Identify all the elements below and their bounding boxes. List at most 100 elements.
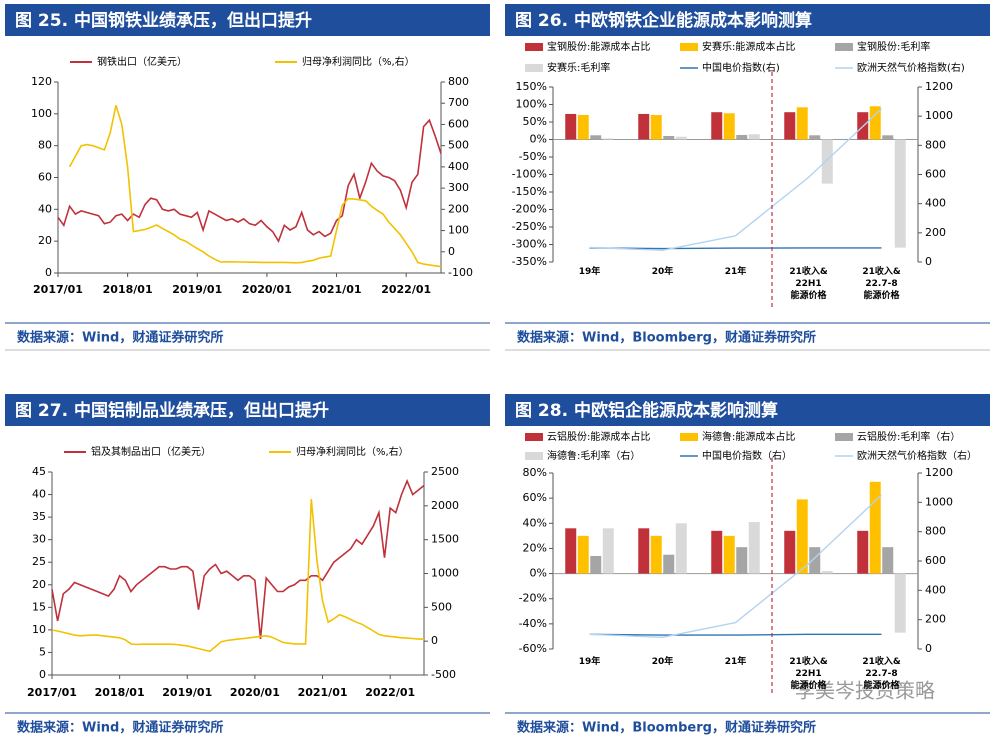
- y-tick-label: 40%: [523, 516, 547, 529]
- bar: [882, 135, 894, 140]
- legend-swatch: [680, 43, 698, 51]
- y-tick-label: 15: [32, 600, 46, 613]
- bar: [894, 573, 906, 633]
- panel-title: 图 25. 中国钢铁业绩承压，但出口提升: [15, 10, 312, 31]
- y2-tick-label: 600: [925, 554, 946, 567]
- x-tick-label: 2022/01: [381, 283, 431, 296]
- series-line: [589, 633, 882, 636]
- bar: [565, 528, 577, 574]
- bar: [663, 554, 675, 574]
- y2-tick-label: 1200: [925, 466, 953, 479]
- x-tick-label: 2017/01: [33, 283, 83, 296]
- y-tick-label: 25: [32, 555, 46, 568]
- bar: [711, 530, 723, 574]
- x-tick-label: 2022/01: [365, 686, 415, 699]
- bar: [821, 139, 833, 184]
- y2-tick-label: 200: [448, 202, 469, 215]
- x-tick-label: 2020/01: [242, 283, 292, 296]
- series-line: [68, 105, 442, 268]
- legend-label: 钢铁出口（亿美元）: [97, 55, 187, 68]
- bar: [882, 547, 894, 574]
- header-bar: [505, 4, 990, 36]
- bar: [869, 481, 881, 574]
- x-tick-label: 20年: [651, 657, 674, 667]
- bar: [857, 530, 869, 574]
- header-bar: [5, 394, 490, 426]
- y-tick-label: 0: [39, 668, 46, 681]
- bar: [736, 547, 748, 574]
- legend-swatch: [835, 433, 853, 441]
- y2-tick-label: 800: [925, 525, 946, 538]
- bar: [809, 135, 821, 140]
- x-tick-label: 21年: [724, 657, 747, 667]
- x-tick-label: 2021/01: [312, 283, 362, 296]
- x-tick-label: 2019/01: [172, 283, 222, 296]
- source-note: 数据来源：Wind，Bloomberg，财通证券研究所: [517, 330, 816, 346]
- legend-label: 云铝股份:能源成本占比: [547, 430, 650, 443]
- legend-label: 安赛乐:能源成本占比: [702, 40, 795, 53]
- legend-label: 中国电价指数(右): [702, 61, 780, 74]
- legend-label: 欧洲天然气价格指数(右): [857, 61, 965, 74]
- bar: [723, 535, 735, 574]
- y2-tick-label: -100: [448, 266, 473, 279]
- y2-tick-label: 1200: [925, 80, 953, 93]
- legend-swatch: [525, 452, 543, 460]
- y2-tick-label: 2000: [431, 499, 459, 512]
- y2-tick-label: 600: [925, 168, 946, 181]
- y2-tick-label: 400: [448, 160, 469, 173]
- y2-tick-label: 400: [925, 197, 946, 210]
- header-bar: [505, 394, 990, 426]
- bar: [638, 113, 650, 140]
- x-tick-label: 20年: [651, 267, 674, 277]
- panel-title: 图 26. 中欧钢铁企业能源成本影响测算: [515, 10, 812, 31]
- y-tick-label: -250%: [512, 220, 547, 233]
- y2-tick-label: -500: [431, 668, 456, 681]
- bar: [577, 115, 589, 140]
- y-tick-label: 50%: [523, 115, 547, 128]
- watermark: 李美岑投资策略: [795, 679, 935, 703]
- y-tick-label: -300%: [512, 238, 547, 251]
- legend-label: 宝钢股份:能源成本占比: [547, 40, 650, 53]
- bar: [663, 136, 675, 140]
- y-tick-label: 0: [45, 266, 52, 279]
- y-tick-label: 80%: [523, 466, 547, 479]
- series-line: [51, 478, 425, 639]
- source-note: 数据来源：Wind，财通证券研究所: [17, 720, 223, 736]
- x-tick-label: 19年: [578, 267, 601, 277]
- y-tick-label: 60: [38, 171, 52, 184]
- bar: [711, 112, 723, 140]
- y-tick-label: 5: [39, 645, 46, 658]
- y-tick-label: -50%: [519, 150, 547, 163]
- y2-tick-label: 0: [448, 245, 455, 258]
- legend-label: 中国电价指数（右）: [702, 449, 792, 462]
- y-tick-label: 80: [38, 139, 52, 152]
- y-tick-label: -350%: [512, 255, 547, 268]
- x-tick-label: 2018/01: [95, 686, 145, 699]
- y2-tick-label: 1500: [431, 533, 459, 546]
- bar: [821, 571, 833, 574]
- y-tick-label: 0%: [530, 133, 547, 146]
- y2-tick-label: 0: [431, 634, 438, 647]
- bar: [675, 136, 687, 140]
- legend-label: 欧洲天然气价格指数（右）: [857, 449, 977, 462]
- bar: [650, 535, 662, 574]
- y-tick-label: -20%: [519, 592, 547, 605]
- y2-tick-label: 700: [448, 96, 469, 109]
- bar: [736, 134, 748, 140]
- legend-swatch: [835, 43, 853, 51]
- y2-tick-label: 500: [448, 139, 469, 152]
- header-bar: [5, 4, 490, 36]
- bar: [796, 107, 808, 140]
- bar: [723, 113, 735, 140]
- series-line: [51, 499, 424, 653]
- y-tick-label: 60%: [523, 491, 547, 504]
- y2-tick-label: 600: [448, 117, 469, 130]
- y-tick-label: 100%: [516, 98, 547, 111]
- x-tick-label: 2017/01: [27, 686, 77, 699]
- y-tick-label: 45: [32, 465, 46, 478]
- legend-label: 云铝股份:毛利率（右）: [857, 430, 960, 443]
- y-tick-label: 20: [38, 234, 52, 247]
- y2-tick-label: 2500: [431, 465, 459, 478]
- y-tick-label: 120: [31, 75, 52, 88]
- bar: [675, 523, 687, 574]
